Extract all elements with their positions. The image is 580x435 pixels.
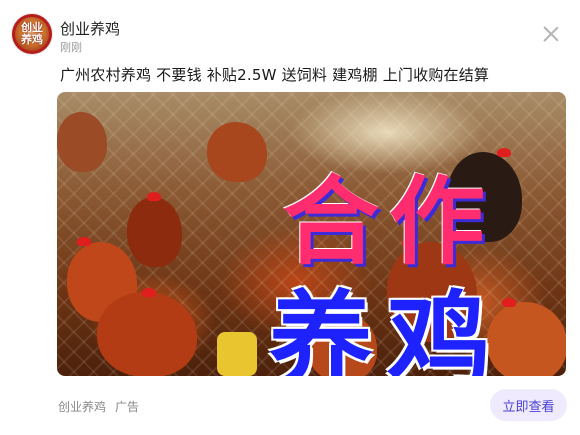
chicken-shape xyxy=(487,302,566,376)
ad-headline[interactable]: 广州农村养鸡 不要钱 补贴2.5W 送饲料 建鸡棚 上门收购在结算 xyxy=(60,66,490,84)
chicken-shape xyxy=(97,292,197,376)
chicken-shape xyxy=(307,312,377,376)
close-icon[interactable] xyxy=(542,25,560,43)
chicken-comb xyxy=(142,288,156,297)
advertiser-name[interactable]: 创业养鸡 xyxy=(60,20,121,38)
advertiser-avatar[interactable]: 创业 养鸡 xyxy=(12,14,52,54)
chicken-comb xyxy=(502,298,516,307)
chicken-shape xyxy=(127,197,182,267)
chicken-comb xyxy=(402,238,416,247)
chicken-comb xyxy=(327,308,341,317)
chicken-comb xyxy=(497,148,511,157)
chicken-comb xyxy=(147,192,161,201)
chicken-comb xyxy=(77,237,91,246)
feeder xyxy=(217,332,257,376)
ad-image-text-line1: 合作 xyxy=(283,166,495,278)
view-now-button[interactable]: 立即查看 xyxy=(490,389,567,421)
post-time: 刚刚 xyxy=(60,41,82,54)
chicken-shape xyxy=(447,152,522,242)
chicken-shape xyxy=(387,242,477,342)
ad-image[interactable]: 合作 养鸡 xyxy=(57,92,566,376)
ad-label: 广告 xyxy=(115,400,140,414)
chicken-shape xyxy=(57,112,107,172)
footer-advertiser-name: 创业养鸡 xyxy=(58,400,107,414)
chicken-shape xyxy=(207,122,267,182)
avatar-logo-text: 创业 养鸡 xyxy=(21,21,43,46)
ad-image-text-line2: 养鸡 xyxy=(268,280,505,376)
